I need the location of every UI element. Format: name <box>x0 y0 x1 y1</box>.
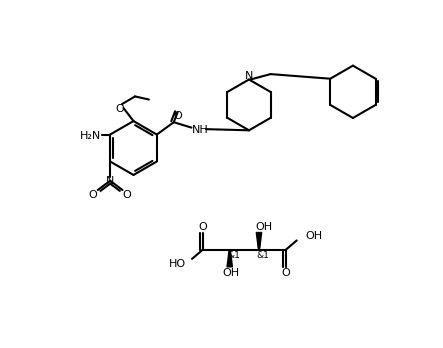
Text: OH: OH <box>255 222 272 231</box>
Text: O: O <box>282 268 290 278</box>
Text: OH: OH <box>305 231 323 241</box>
Text: &1: &1 <box>256 251 269 260</box>
Text: N: N <box>106 176 114 186</box>
Text: O: O <box>173 111 182 121</box>
Text: HO: HO <box>169 259 186 269</box>
Text: NH: NH <box>191 125 208 135</box>
Text: O: O <box>123 190 132 200</box>
Text: H₂N: H₂N <box>80 131 101 141</box>
Text: &1: &1 <box>227 251 240 260</box>
Text: O: O <box>115 104 124 114</box>
Text: N: N <box>245 71 253 81</box>
Text: O: O <box>89 190 97 200</box>
Text: OH: OH <box>223 268 240 278</box>
Text: O: O <box>198 222 207 232</box>
